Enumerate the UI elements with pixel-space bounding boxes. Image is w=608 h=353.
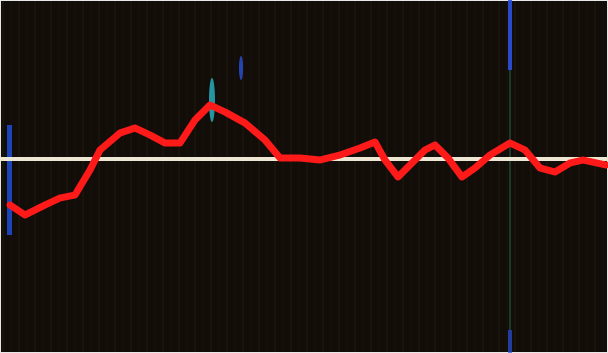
blue-artifact (508, 0, 512, 70)
plot (0, 101, 608, 219)
blue-artifact (239, 56, 243, 80)
cyan-artifact (209, 78, 215, 122)
signal-trace (6, 101, 608, 219)
blue-artifact (508, 330, 512, 353)
blue-artifact (7, 125, 12, 235)
